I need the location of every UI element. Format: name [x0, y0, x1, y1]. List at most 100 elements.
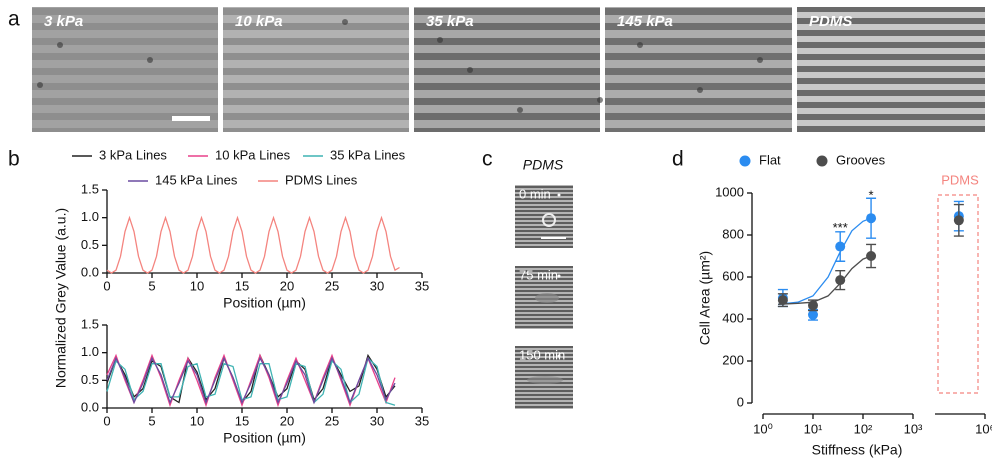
x-tick-label: 20 [280, 278, 294, 293]
cell [542, 213, 556, 227]
y-tick-label: 0.5 [81, 237, 99, 252]
data-point [777, 295, 788, 306]
debris [557, 193, 561, 197]
debris [557, 274, 561, 278]
y-axis-title: Normalized Grey Value (a.u.) [53, 208, 69, 388]
legend-label: PDMS Lines [285, 172, 358, 187]
x-tick-label: 10⁶ [975, 421, 992, 436]
micrograph [414, 7, 600, 132]
debris [757, 57, 763, 63]
micrograph [797, 7, 985, 132]
legend-swatch [739, 155, 751, 167]
image-label: 10 kPa [235, 13, 283, 30]
frame-label: 0 min [519, 186, 551, 201]
x-axis-title: Stiffness (kPa) [812, 442, 903, 458]
panel-letter: d [672, 148, 684, 171]
y-tick-label: 1.5 [81, 316, 99, 331]
x-tick-label: 0 [103, 413, 110, 428]
image-label: 145 kPa [617, 13, 673, 30]
scale-bar [172, 116, 210, 121]
image-label: 3 kPa [44, 13, 83, 30]
cell [535, 293, 559, 303]
micrograph [32, 7, 218, 132]
x-tick-label: 30 [370, 413, 384, 428]
data-point [953, 215, 964, 226]
y-tick-label: 800 [722, 226, 744, 241]
x-axis-title: Position (µm) [223, 295, 306, 311]
data-point [866, 213, 877, 224]
x-tick-label: 35 [415, 278, 429, 293]
data-point [835, 275, 846, 286]
data-point [808, 300, 818, 311]
micrograph [223, 7, 409, 132]
x-tick-label: 15 [235, 413, 249, 428]
inset-label: PDMS [941, 172, 979, 187]
debris [517, 107, 523, 113]
data-point [808, 309, 818, 320]
line-series [106, 356, 396, 405]
y-axis-title: Cell Area (µm²) [697, 251, 713, 345]
cell [527, 376, 563, 384]
y-tick-label: 1.0 [81, 344, 99, 359]
x-tick-label: 10 [190, 278, 204, 293]
significance: *** [833, 220, 848, 235]
y-tick-label: 0.5 [81, 372, 99, 387]
image-label: PDMS [809, 13, 852, 30]
y-tick-label: 200 [722, 352, 744, 367]
y-tick-label: 400 [722, 310, 744, 325]
panel-letter: b [8, 148, 20, 171]
debris [342, 19, 348, 25]
legend-label: 3 kPa Lines [99, 147, 167, 162]
x-tick-label: 10 [190, 413, 204, 428]
debris [637, 42, 643, 48]
y-tick-label: 1000 [715, 184, 744, 199]
data-point [866, 251, 877, 261]
y-tick-label: 0.0 [81, 399, 99, 414]
x-tick-label: 25 [325, 413, 339, 428]
debris [697, 87, 703, 93]
legend-label: Grooves [836, 152, 886, 167]
debris [37, 82, 43, 88]
frame-label: 75 min [519, 267, 558, 282]
x-tick-label: 15 [235, 278, 249, 293]
legend-label: 145 kPa Lines [155, 172, 238, 187]
x-tick-label: 10² [854, 421, 873, 436]
fit-curve [778, 255, 872, 305]
x-tick-label: 10¹ [804, 421, 823, 436]
debris [557, 354, 561, 358]
x-tick-label: 0 [103, 278, 110, 293]
debris [467, 67, 473, 73]
y-tick-label: 0.0 [81, 264, 99, 279]
frame-label: 150 min [519, 347, 565, 362]
line-series [106, 215, 400, 274]
x-tick-label: 35 [415, 413, 429, 428]
y-tick-label: 600 [722, 268, 744, 283]
data-point [835, 241, 846, 252]
x-tick-label: 20 [280, 413, 294, 428]
x-tick-label: 5 [148, 413, 155, 428]
legend-label: Flat [759, 152, 781, 167]
panel-title: PDMS [523, 157, 564, 173]
x-axis-title: Position (µm) [223, 430, 306, 446]
debris [437, 37, 443, 43]
x-tick-label: 5 [148, 278, 155, 293]
fit-curve [778, 217, 872, 305]
legend-swatch [816, 155, 828, 167]
x-tick-label: 30 [370, 278, 384, 293]
y-tick-label: 0 [737, 394, 744, 409]
legend-label: 10 kPa Lines [215, 147, 291, 162]
y-tick-label: 1.0 [81, 209, 99, 224]
image-label: 35 kPa [426, 13, 474, 30]
significance: * [869, 188, 874, 203]
y-tick-label: 1.5 [81, 181, 99, 196]
x-tick-label: 10⁰ [753, 421, 773, 436]
x-tick-label: 10³ [904, 421, 923, 436]
micrograph [605, 7, 792, 132]
panel-letter: c [482, 148, 493, 171]
debris [147, 57, 153, 63]
x-tick-label: 25 [325, 278, 339, 293]
debris [57, 42, 63, 48]
debris [597, 97, 603, 103]
panel-letter: a [8, 8, 20, 31]
